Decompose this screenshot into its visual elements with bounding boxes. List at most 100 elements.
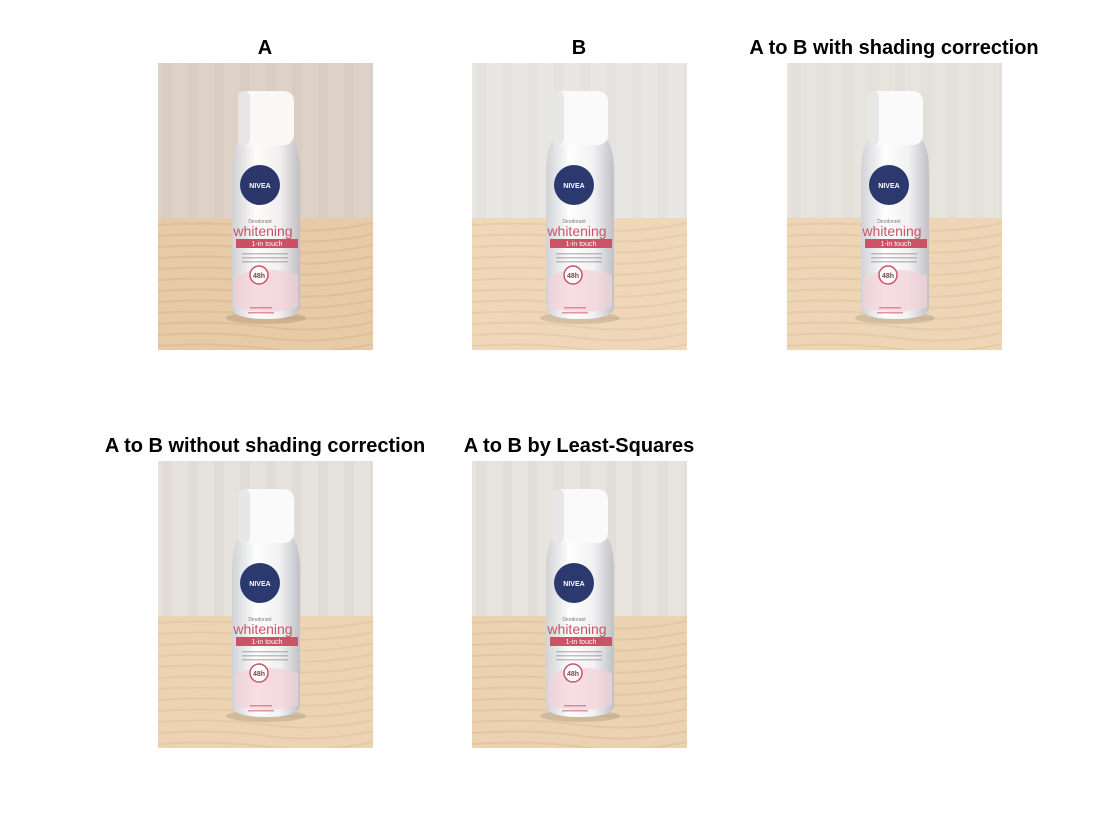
brand-text: NIVEA bbox=[878, 183, 899, 190]
wall-texture bbox=[318, 461, 328, 618]
fine-print bbox=[242, 257, 288, 259]
fine-print bbox=[879, 307, 901, 309]
cap-shade bbox=[238, 489, 250, 543]
fine-print bbox=[250, 705, 272, 707]
nivea-logo bbox=[869, 165, 909, 205]
wood-grain bbox=[472, 343, 687, 350]
brand-text: NIVEA bbox=[249, 183, 270, 190]
fine-print bbox=[556, 651, 602, 653]
fine-print bbox=[250, 307, 272, 309]
cap-shade bbox=[867, 91, 879, 145]
pink-swash bbox=[234, 269, 298, 312]
band-text: 1-in touch bbox=[566, 639, 597, 646]
wood-grain bbox=[158, 343, 373, 350]
product-band bbox=[550, 637, 612, 646]
badge-text: 48h bbox=[882, 273, 894, 280]
wall-texture bbox=[502, 461, 512, 618]
nivea-logo bbox=[240, 165, 280, 205]
cap-shade bbox=[238, 91, 250, 145]
pink-swash bbox=[234, 667, 298, 710]
nivea-logo bbox=[240, 563, 280, 603]
brand-text: NIVEA bbox=[563, 183, 584, 190]
fine-print bbox=[248, 710, 274, 712]
wall-texture bbox=[528, 63, 538, 220]
wall-texture bbox=[344, 461, 354, 618]
nivea-logo bbox=[554, 563, 594, 603]
panel-title-b: B bbox=[571, 37, 587, 59]
product-band bbox=[865, 239, 927, 248]
colour-cast bbox=[158, 63, 373, 350]
fine-print bbox=[556, 257, 602, 259]
fine-print bbox=[871, 261, 917, 263]
badge-text: 48h bbox=[253, 671, 265, 678]
fine-print bbox=[877, 312, 903, 314]
wall-texture bbox=[921, 63, 931, 220]
band-text: 1-in touch bbox=[881, 241, 912, 248]
fine-print bbox=[556, 659, 602, 661]
wood-grain bbox=[472, 730, 687, 740]
pink-swash bbox=[548, 667, 612, 710]
wall-texture bbox=[292, 63, 302, 220]
badge-circle bbox=[249, 663, 269, 683]
wall-texture bbox=[292, 461, 302, 618]
product-text: whitening bbox=[232, 621, 292, 637]
panel-title-a-to-b-with-shading: A to B with shading correction bbox=[749, 37, 1039, 59]
panel-title-a-to-b-without-shading: A to B without shading correction bbox=[104, 435, 426, 457]
fine-print bbox=[242, 655, 288, 657]
fine-print bbox=[248, 312, 274, 314]
band-text: 1-in touch bbox=[566, 241, 597, 248]
wall-texture bbox=[606, 63, 616, 220]
wall-texture bbox=[188, 63, 198, 220]
wood-grain bbox=[787, 343, 1002, 350]
wood-grain bbox=[787, 332, 1002, 342]
colour-cast bbox=[472, 461, 687, 748]
badge-text: 48h bbox=[253, 273, 265, 280]
wall-texture bbox=[791, 63, 801, 220]
badge-circle bbox=[563, 663, 583, 683]
fine-print bbox=[871, 257, 917, 259]
wall-texture bbox=[999, 63, 1002, 220]
brand-text: NIVEA bbox=[563, 581, 584, 588]
fine-print bbox=[556, 261, 602, 263]
wall-texture bbox=[684, 461, 687, 618]
wall-texture bbox=[817, 63, 827, 220]
fine-print bbox=[242, 261, 288, 263]
colour-cast bbox=[158, 461, 373, 748]
photo-a: NIVEA Deodorant whitening 1-in touch 48h bbox=[158, 63, 373, 350]
product-text: whitening bbox=[861, 223, 921, 239]
fine-print bbox=[242, 651, 288, 653]
product-text: whitening bbox=[546, 223, 606, 239]
wood-grain bbox=[158, 741, 373, 748]
wood-grain bbox=[158, 321, 373, 331]
bottle-cap bbox=[238, 489, 294, 543]
wall-texture bbox=[684, 63, 687, 220]
wall-texture bbox=[162, 63, 172, 220]
fine-print bbox=[564, 307, 586, 309]
panel-title-a: A bbox=[257, 37, 273, 59]
wall-texture bbox=[476, 461, 486, 618]
product-band bbox=[236, 239, 298, 248]
bottle-cap bbox=[867, 91, 923, 145]
deodorant-text: Deodorant bbox=[248, 219, 272, 225]
pink-swash bbox=[548, 269, 612, 312]
wall-texture bbox=[476, 63, 486, 220]
product-band bbox=[550, 239, 612, 248]
wall-texture bbox=[162, 461, 172, 618]
product-band bbox=[236, 637, 298, 646]
fine-print bbox=[556, 253, 602, 255]
bottle-cap bbox=[552, 489, 608, 543]
band-text: 1-in touch bbox=[252, 639, 283, 646]
fine-print bbox=[871, 253, 917, 255]
photo-a-to-b-least-squares: NIVEA Deodorant whitening 1-in touch 48h bbox=[472, 461, 687, 748]
fine-print bbox=[242, 659, 288, 661]
wall-texture bbox=[632, 461, 642, 618]
wood-grain bbox=[472, 741, 687, 748]
wall-texture bbox=[188, 461, 198, 618]
badge-circle bbox=[878, 265, 898, 285]
wall-texture bbox=[502, 63, 512, 220]
deodorant-text: Deodorant bbox=[562, 617, 586, 623]
